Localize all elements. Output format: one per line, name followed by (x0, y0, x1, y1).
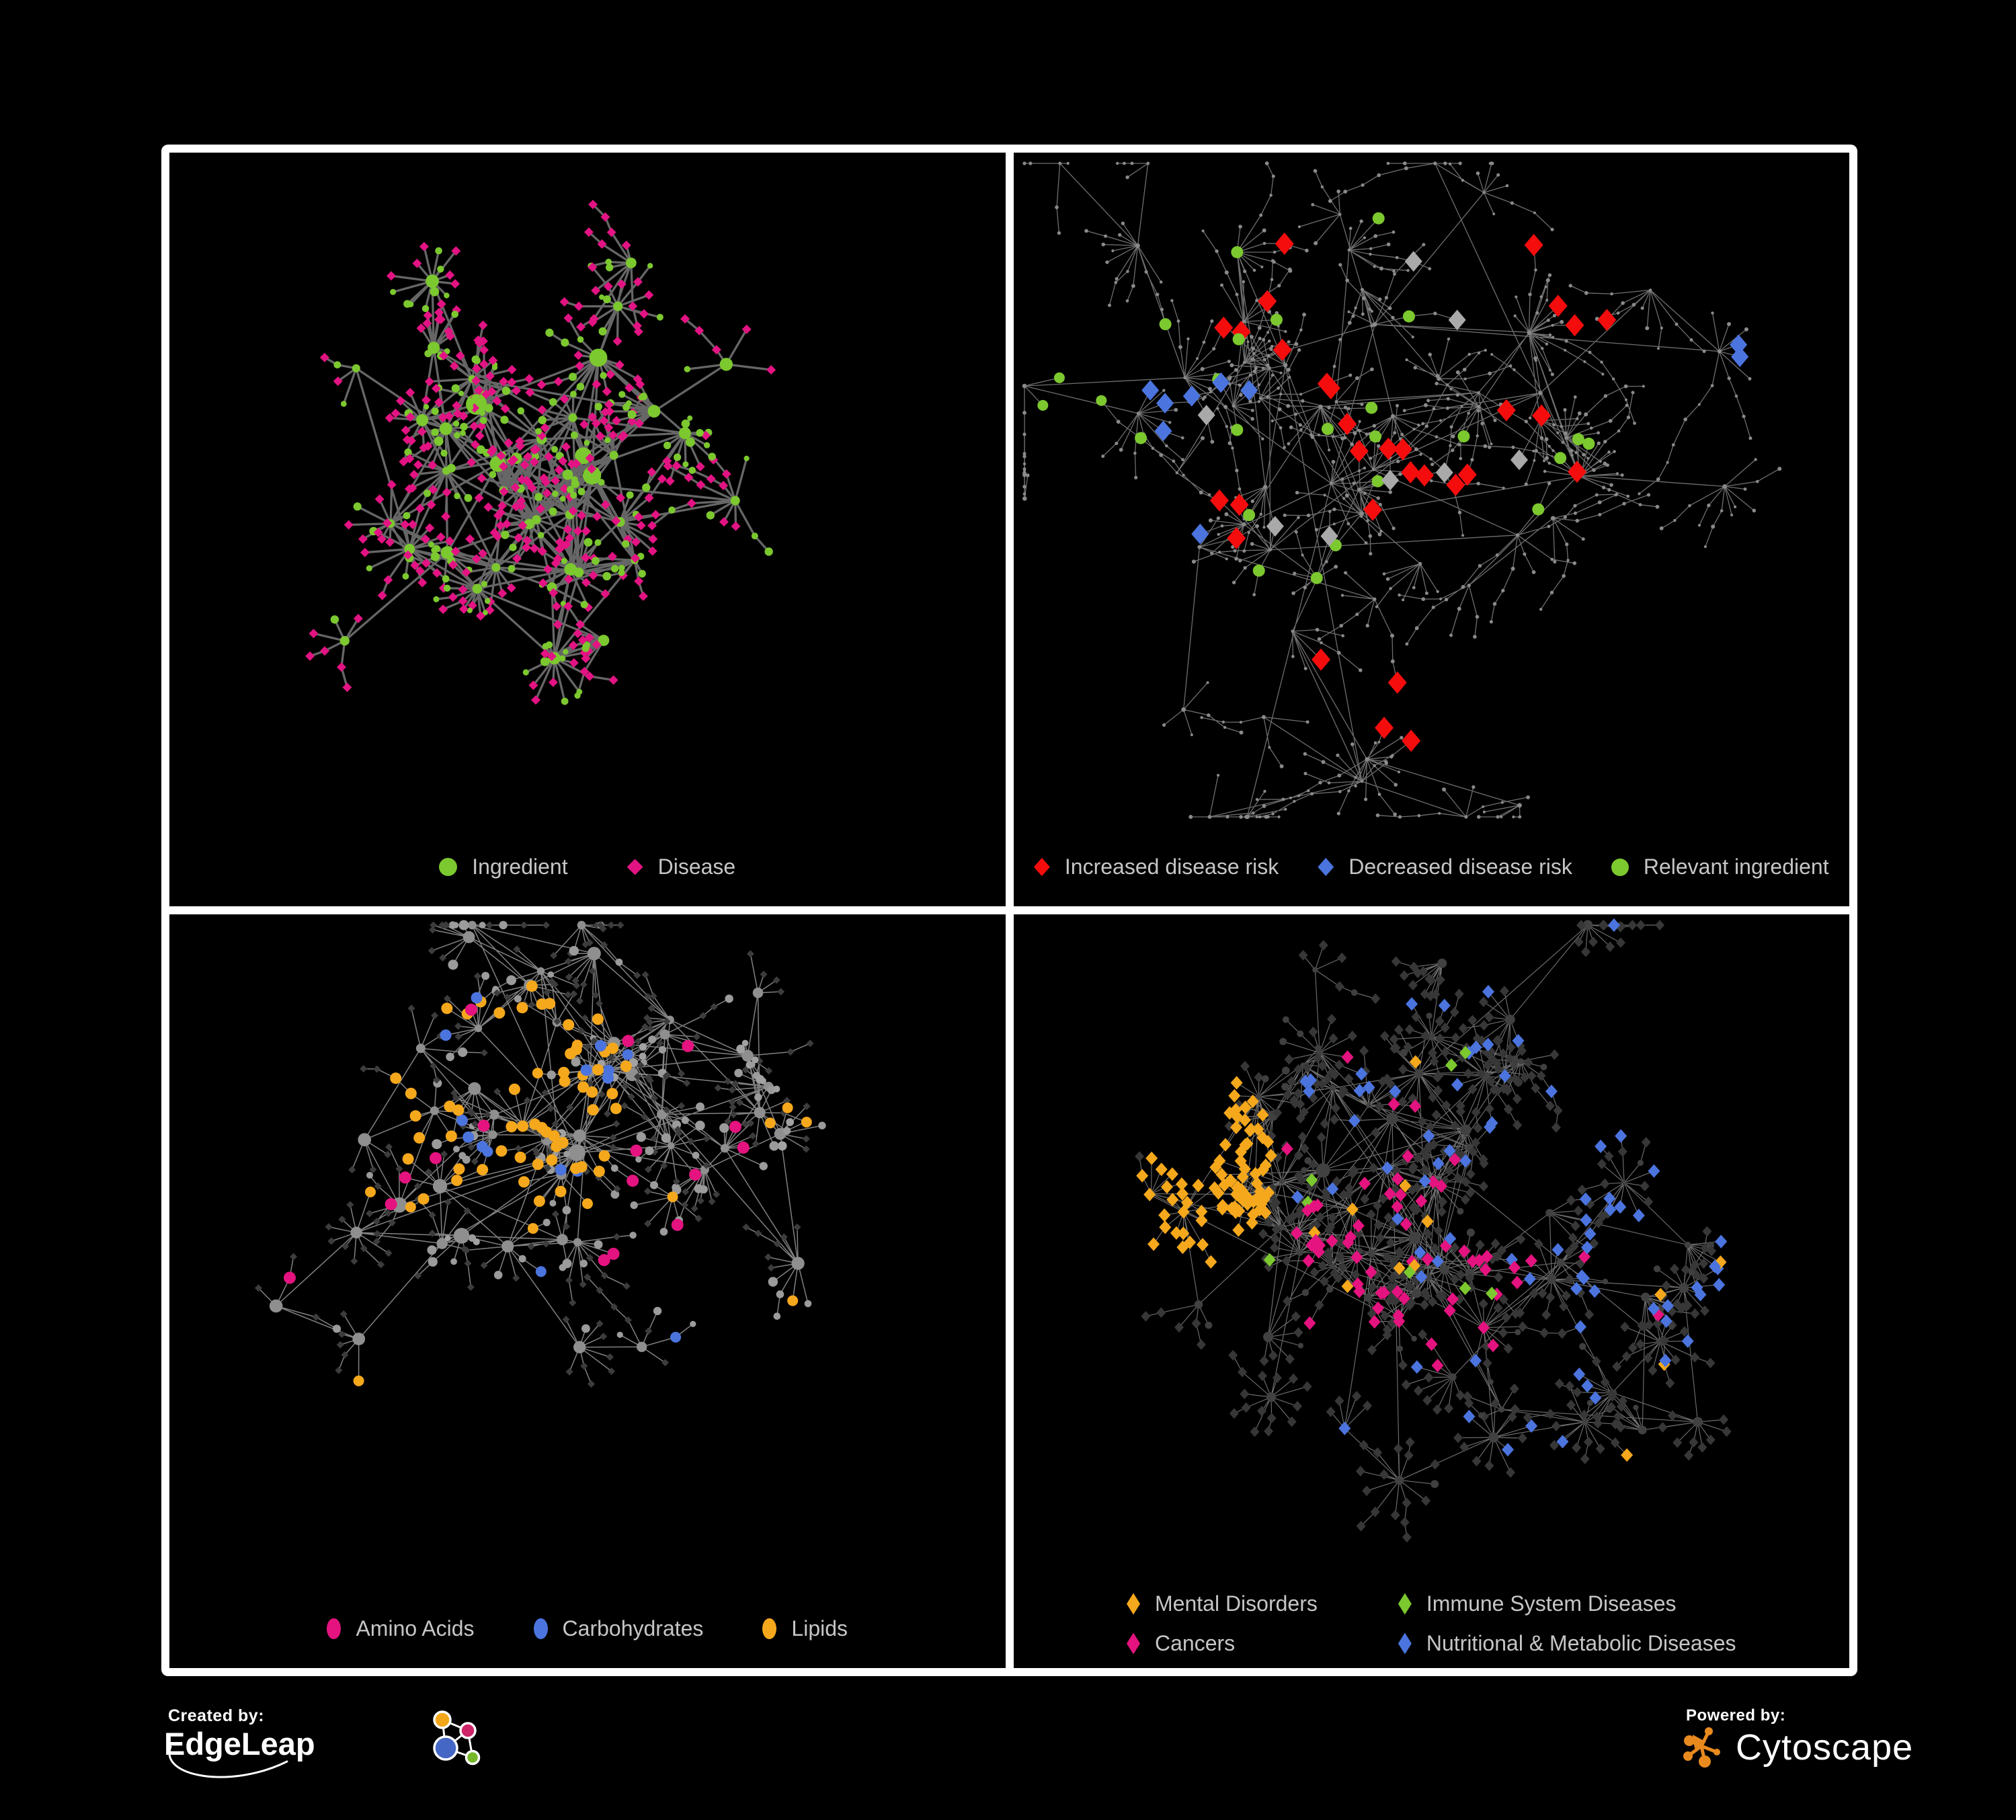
legend-disease-categories: Mental Disorders Cancers Immune System Dis… (1014, 1591, 1850, 1656)
panel-disease-categories: Mental Disorders Cancers Immune System Dis… (1013, 914, 1850, 1668)
ellipse-marker (762, 1618, 777, 1639)
edgeleap-credit: Created by: EdgeLeap (161, 1706, 538, 1820)
ellipse-marker (327, 1618, 341, 1639)
legend-item-relevant-ingredient: Relevant ingredient (1611, 855, 1829, 879)
legend-item-carbohydrates: Carbohydrates (533, 1616, 704, 1641)
network-macronutrients (254, 920, 826, 1388)
cytoscape-wordmark: Cytoscape (1736, 1727, 1914, 1768)
legend-label: Immune System Diseases (1426, 1591, 1677, 1616)
legend-disease-risk: Increased disease risk Decreased disease … (1014, 855, 1850, 879)
network-edges (257, 924, 823, 1385)
legend-label: Disease (657, 855, 736, 879)
legend-item-cancers: Cancers (1127, 1631, 1318, 1656)
diamond-marker (1033, 858, 1050, 876)
network-nodes (1022, 161, 1781, 820)
legend-item-lipids: Lipids (762, 1616, 848, 1641)
created-by-label: Created by: (168, 1706, 265, 1725)
legend-item-amino-acids: Amino Acids (327, 1616, 475, 1641)
network-edges (1138, 924, 1727, 1538)
legend-item-decreased-disease-risk: Decreased disease risk (1318, 855, 1572, 879)
legend-label: Lipids (791, 1616, 848, 1640)
panel-macronutrients: Amino Acids Carbohydrates Lipids (169, 914, 1006, 1668)
ellipse-marker (533, 1618, 548, 1639)
panel-disease-risk: Increased disease risk Decreased disease … (1013, 153, 1850, 906)
circle-marker (1611, 858, 1629, 876)
diamond-marker (1398, 1632, 1412, 1655)
network-nodes (305, 200, 776, 705)
legend-item-immune-system-diseases: Immune System Diseases (1398, 1591, 1736, 1616)
legend-macronutrients: Amino Acids Carbohydrates Lipids (169, 1616, 1006, 1641)
legend-ingredient-disease: Ingredient Disease (169, 855, 1006, 879)
diamond-marker (1398, 1593, 1412, 1615)
network-disease-categories (1134, 918, 1732, 1543)
legend-label: Mental Disorders (1155, 1591, 1318, 1616)
legend-item-nutritional-metabolic-diseases: Nutritional & Metabolic Diseases (1398, 1631, 1736, 1656)
circle-marker (439, 858, 458, 876)
diamond-marker (1127, 1593, 1140, 1615)
edgeleap-wordmark: EdgeLeap (164, 1726, 315, 1762)
legend-label: Carbohydrates (562, 1616, 704, 1640)
legend-label: Nutritional & Metabolic Diseases (1426, 1631, 1736, 1655)
legend-label: Amino Acids (356, 1616, 475, 1640)
legend-item-mental-disorders: Mental Disorders (1127, 1591, 1318, 1616)
powered-by-label: Powered by: (1686, 1706, 1786, 1725)
legend-label: Ingredient (472, 855, 568, 879)
diamond-marker (1318, 858, 1334, 876)
cytoscape-credit: Powered by: Cytoscape (1681, 1706, 1990, 1801)
legend-item-ingredient: Ingredient (439, 855, 568, 879)
edgeleap-swoosh (168, 1745, 288, 1778)
network-disease-risk (1022, 161, 1781, 820)
network-nodes (254, 920, 826, 1388)
legend-item-increased-disease-risk: Increased disease risk (1033, 855, 1279, 879)
legend-label: Cancers (1155, 1631, 1236, 1655)
network-nodes (1134, 918, 1732, 1543)
diamond-marker (1127, 1632, 1140, 1655)
legend-label: Relevant ingredient (1643, 855, 1829, 879)
diamond-marker (627, 859, 643, 875)
edgeleap-logo-icon (433, 1710, 481, 1766)
legend-label: Increased disease risk (1064, 855, 1279, 879)
panel-ingredient-disease: Ingredient Disease (169, 153, 1006, 906)
network-ingredient-disease (305, 200, 776, 705)
network-edges (309, 203, 772, 703)
legend-label: Decreased disease risk (1348, 855, 1572, 879)
figure-grid: Ingredient Disease Increased disease risk… (161, 145, 1857, 1676)
network-edges (1023, 163, 1780, 818)
cytoscape-logo-icon (1683, 1727, 1720, 1768)
legend-item-disease: Disease (627, 855, 736, 879)
